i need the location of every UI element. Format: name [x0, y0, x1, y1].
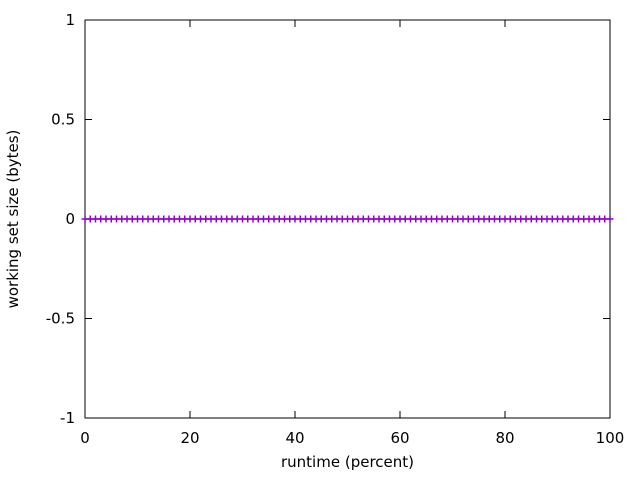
y-tick-label: 0.5: [51, 111, 75, 129]
x-tick-label: 60: [390, 429, 409, 447]
series-point-markers: [81, 215, 614, 223]
y-tick-label: 1: [65, 11, 75, 29]
x-tick-label: 40: [285, 429, 304, 447]
y-tick-label: -0.5: [46, 310, 75, 328]
y-tick-label: 0: [65, 210, 75, 228]
axis-tick-labels: 0 20 40 60 80 100 -1 -0.5 0 0.5 1: [46, 11, 625, 447]
y-tick-label: -1: [60, 409, 75, 427]
y-axis-title: working set size (bytes): [4, 130, 22, 309]
x-tick-label: 20: [180, 429, 199, 447]
x-tick-label: 0: [80, 429, 90, 447]
x-tick-label: 100: [596, 429, 625, 447]
x-axis-title: runtime (percent): [281, 453, 414, 471]
data-series: [81, 215, 614, 223]
x-tick-label: 80: [495, 429, 514, 447]
